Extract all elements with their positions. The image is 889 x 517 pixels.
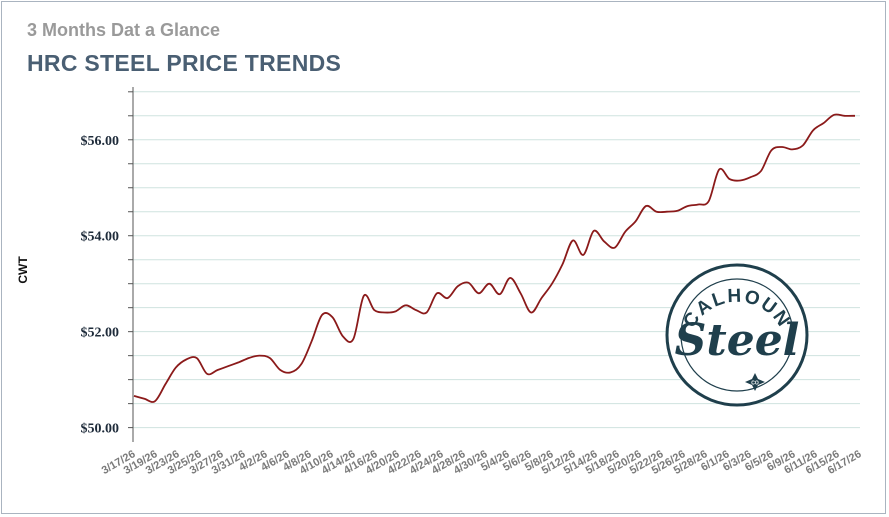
y-axis — [128, 87, 134, 442]
x-tick-labels: 3/17/263/19/263/23/263/25/263/27/263/31/… — [100, 448, 864, 477]
series-group — [133, 113, 856, 403]
logo-star-icon — [745, 373, 765, 391]
chart-title: HRC STEEL PRICE TRENDS — [27, 50, 342, 76]
y-axis-title: CWT — [16, 256, 30, 284]
y-tick-label: $54.00 — [81, 230, 120, 245]
series-line-price — [133, 113, 856, 403]
y-tick-label: $50.00 — [81, 422, 120, 437]
chart-subtitle: 3 Months Dat a Glance — [27, 20, 221, 40]
y-tick-label: $52.00 — [81, 326, 120, 341]
y-tick-labels: $50.00 $52.00 $54.00 $56.00 — [81, 134, 120, 437]
calhoun-steel-logo: CALHOUN Steel CO — [665, 263, 809, 407]
logo-small-text: CO — [751, 381, 759, 387]
logo-main-text: Steel — [675, 315, 800, 366]
y-tick-label: $56.00 — [81, 134, 120, 149]
